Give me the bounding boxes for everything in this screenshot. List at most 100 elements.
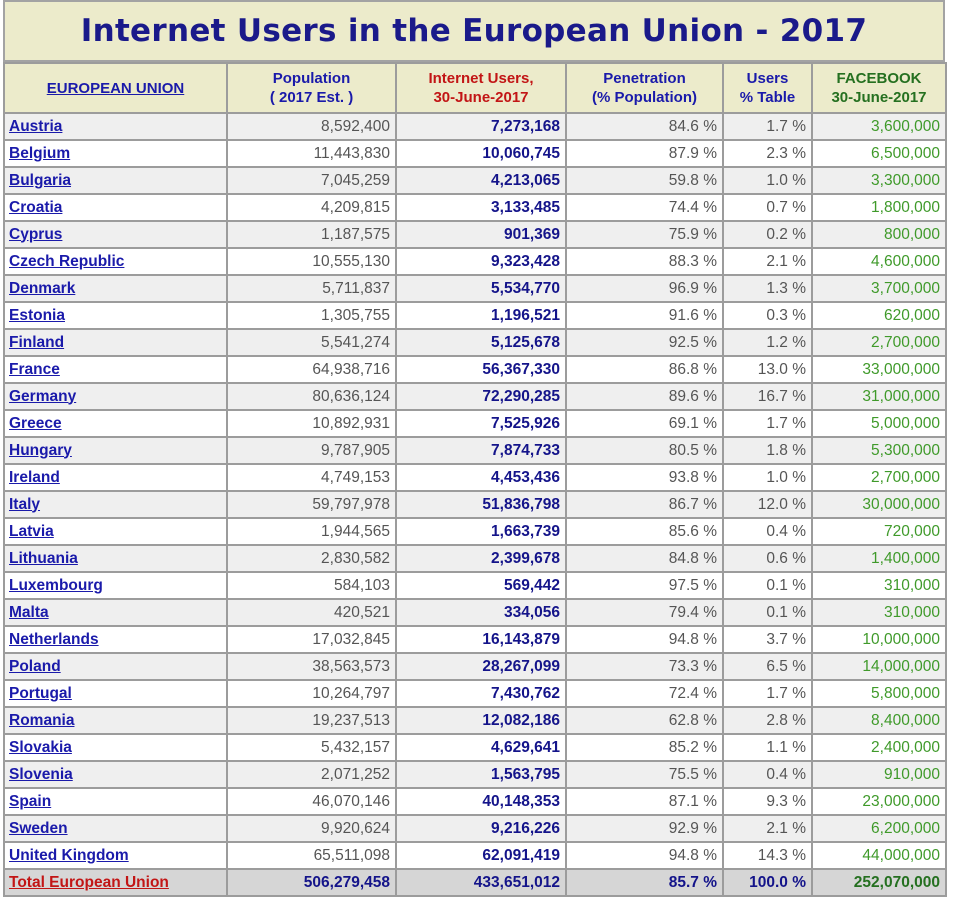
users-pct-table-cell: 6.5 % [722, 652, 813, 681]
country-link[interactable]: Belgium [9, 144, 71, 162]
penetration-cell: 87.1 % [565, 787, 724, 816]
country-link[interactable]: Croatia [9, 198, 63, 216]
facebook-cell: 6,500,000 [811, 139, 947, 168]
country-cell[interactable]: Sweden [3, 814, 228, 843]
country-cell[interactable]: Spain [3, 787, 228, 816]
penetration-cell: 69.1 % [565, 409, 724, 438]
header-table-pct-line1: Users [746, 70, 789, 87]
country-link[interactable]: Finland [9, 333, 65, 351]
header-facebook-line1: FACEBOOK [836, 70, 922, 87]
total-eu-link[interactable]: Total European Union [9, 873, 169, 891]
facebook-cell: 2,700,000 [811, 328, 947, 357]
country-cell[interactable]: Italy [3, 490, 228, 519]
internet-users-cell: 10,060,745 [395, 139, 567, 168]
internet-users-cell: 9,216,226 [395, 814, 567, 843]
header-european-union[interactable]: EUROPEAN UNION [3, 62, 228, 114]
country-cell[interactable]: Malta [3, 598, 228, 627]
country-cell[interactable]: Czech Republic [3, 247, 228, 276]
country-link[interactable]: Sweden [9, 819, 68, 837]
country-link[interactable]: Bulgaria [9, 171, 72, 189]
country-cell[interactable]: Austria [3, 112, 228, 141]
country-link[interactable]: United Kingdom [9, 846, 129, 864]
country-cell[interactable]: Ireland [3, 463, 228, 492]
country-link[interactable]: Slovenia [9, 765, 73, 783]
country-cell[interactable]: Slovakia [3, 733, 228, 762]
facebook-cell: 10,000,000 [811, 625, 947, 654]
country-cell[interactable]: United Kingdom [3, 841, 228, 870]
country-link[interactable]: Estonia [9, 306, 65, 324]
country-cell[interactable]: Cyprus [3, 220, 228, 249]
total-population-cell: 506,279,458 [226, 868, 397, 897]
facebook-cell: 3,300,000 [811, 166, 947, 195]
population-cell: 7,045,259 [226, 166, 397, 195]
users-pct-table-cell: 0.6 % [722, 544, 813, 573]
country-cell[interactable]: Luxembourg [3, 571, 228, 600]
users-pct-table-cell: 12.0 % [722, 490, 813, 519]
facebook-cell: 2,400,000 [811, 733, 947, 762]
users-pct-table-cell: 0.4 % [722, 760, 813, 789]
header-row: EUROPEAN UNION Population ( 2017 Est. ) … [3, 62, 947, 114]
facebook-cell: 800,000 [811, 220, 947, 249]
country-cell[interactable]: Bulgaria [3, 166, 228, 195]
eu-internet-users-table: EUROPEAN UNION Population ( 2017 Est. ) … [3, 62, 947, 897]
country-cell[interactable]: Portugal [3, 679, 228, 708]
table-row: Ireland 4,749,153 4,453,436 93.8 % 1.0 % 2,70… [3, 463, 947, 492]
country-cell[interactable]: Greece [3, 409, 228, 438]
table-row: Estonia 1,305,755 1,196,521 91.6 % 0.3 % 620,… [3, 301, 947, 330]
country-cell[interactable]: Latvia [3, 517, 228, 546]
country-link[interactable]: Romania [9, 711, 75, 729]
country-link[interactable]: Ireland [9, 468, 60, 486]
internet-users-cell: 7,430,762 [395, 679, 567, 708]
table-body: Austria 8,592,400 7,273,168 84.6 % 1.7 % 3,60… [3, 112, 947, 897]
country-cell[interactable]: Hungary [3, 436, 228, 465]
country-link[interactable]: Latvia [9, 522, 54, 540]
country-link[interactable]: France [9, 360, 60, 378]
country-cell[interactable]: Romania [3, 706, 228, 735]
country-cell[interactable]: Belgium [3, 139, 228, 168]
country-cell[interactable]: France [3, 355, 228, 384]
header-population-line1: Population [272, 70, 351, 87]
country-link[interactable]: Cyprus [9, 225, 63, 243]
table-row: Poland 38,563,573 28,267,099 73.3 % 6.5 % 14,… [3, 652, 947, 681]
country-cell[interactable]: Estonia [3, 301, 228, 330]
internet-users-cell: 4,213,065 [395, 166, 567, 195]
country-link[interactable]: Hungary [9, 441, 72, 459]
country-cell[interactable]: Slovenia [3, 760, 228, 789]
country-link[interactable]: Denmark [9, 279, 76, 297]
table-row: Netherlands 17,032,845 16,143,879 94.8 % 3.7… [3, 625, 947, 654]
users-pct-table-cell: 1.8 % [722, 436, 813, 465]
country-link[interactable]: Poland [9, 657, 61, 675]
penetration-cell: 92.5 % [565, 328, 724, 357]
country-link[interactable]: Slovakia [9, 738, 72, 756]
country-link[interactable]: Netherlands [9, 630, 99, 648]
total-country-cell[interactable]: Total European Union [3, 868, 228, 897]
penetration-cell: 84.8 % [565, 544, 724, 573]
facebook-cell: 910,000 [811, 760, 947, 789]
country-cell[interactable]: Finland [3, 328, 228, 357]
facebook-cell: 3,600,000 [811, 112, 947, 141]
country-link[interactable]: Austria [9, 117, 63, 135]
country-link[interactable]: Germany [9, 387, 77, 405]
country-cell[interactable]: Netherlands [3, 625, 228, 654]
penetration-cell: 73.3 % [565, 652, 724, 681]
penetration-cell: 93.8 % [565, 463, 724, 492]
country-cell[interactable]: Germany [3, 382, 228, 411]
penetration-cell: 74.4 % [565, 193, 724, 222]
country-link[interactable]: Lithuania [9, 549, 78, 567]
country-link[interactable]: Malta [9, 603, 49, 621]
country-link[interactable]: Portugal [9, 684, 72, 702]
european-union-link[interactable]: EUROPEAN UNION [46, 79, 185, 97]
country-link[interactable]: Greece [9, 414, 62, 432]
internet-users-cell: 2,399,678 [395, 544, 567, 573]
country-link[interactable]: Luxembourg [9, 576, 103, 594]
country-link[interactable]: Italy [9, 495, 41, 513]
header-users-line1: Internet Users, [428, 70, 534, 87]
country-cell[interactable]: Poland [3, 652, 228, 681]
population-cell: 5,711,837 [226, 274, 397, 303]
country-cell[interactable]: Lithuania [3, 544, 228, 573]
country-cell[interactable]: Denmark [3, 274, 228, 303]
country-link[interactable]: Czech Republic [9, 252, 125, 270]
country-cell[interactable]: Croatia [3, 193, 228, 222]
country-link[interactable]: Spain [9, 792, 52, 810]
population-cell: 5,541,274 [226, 328, 397, 357]
